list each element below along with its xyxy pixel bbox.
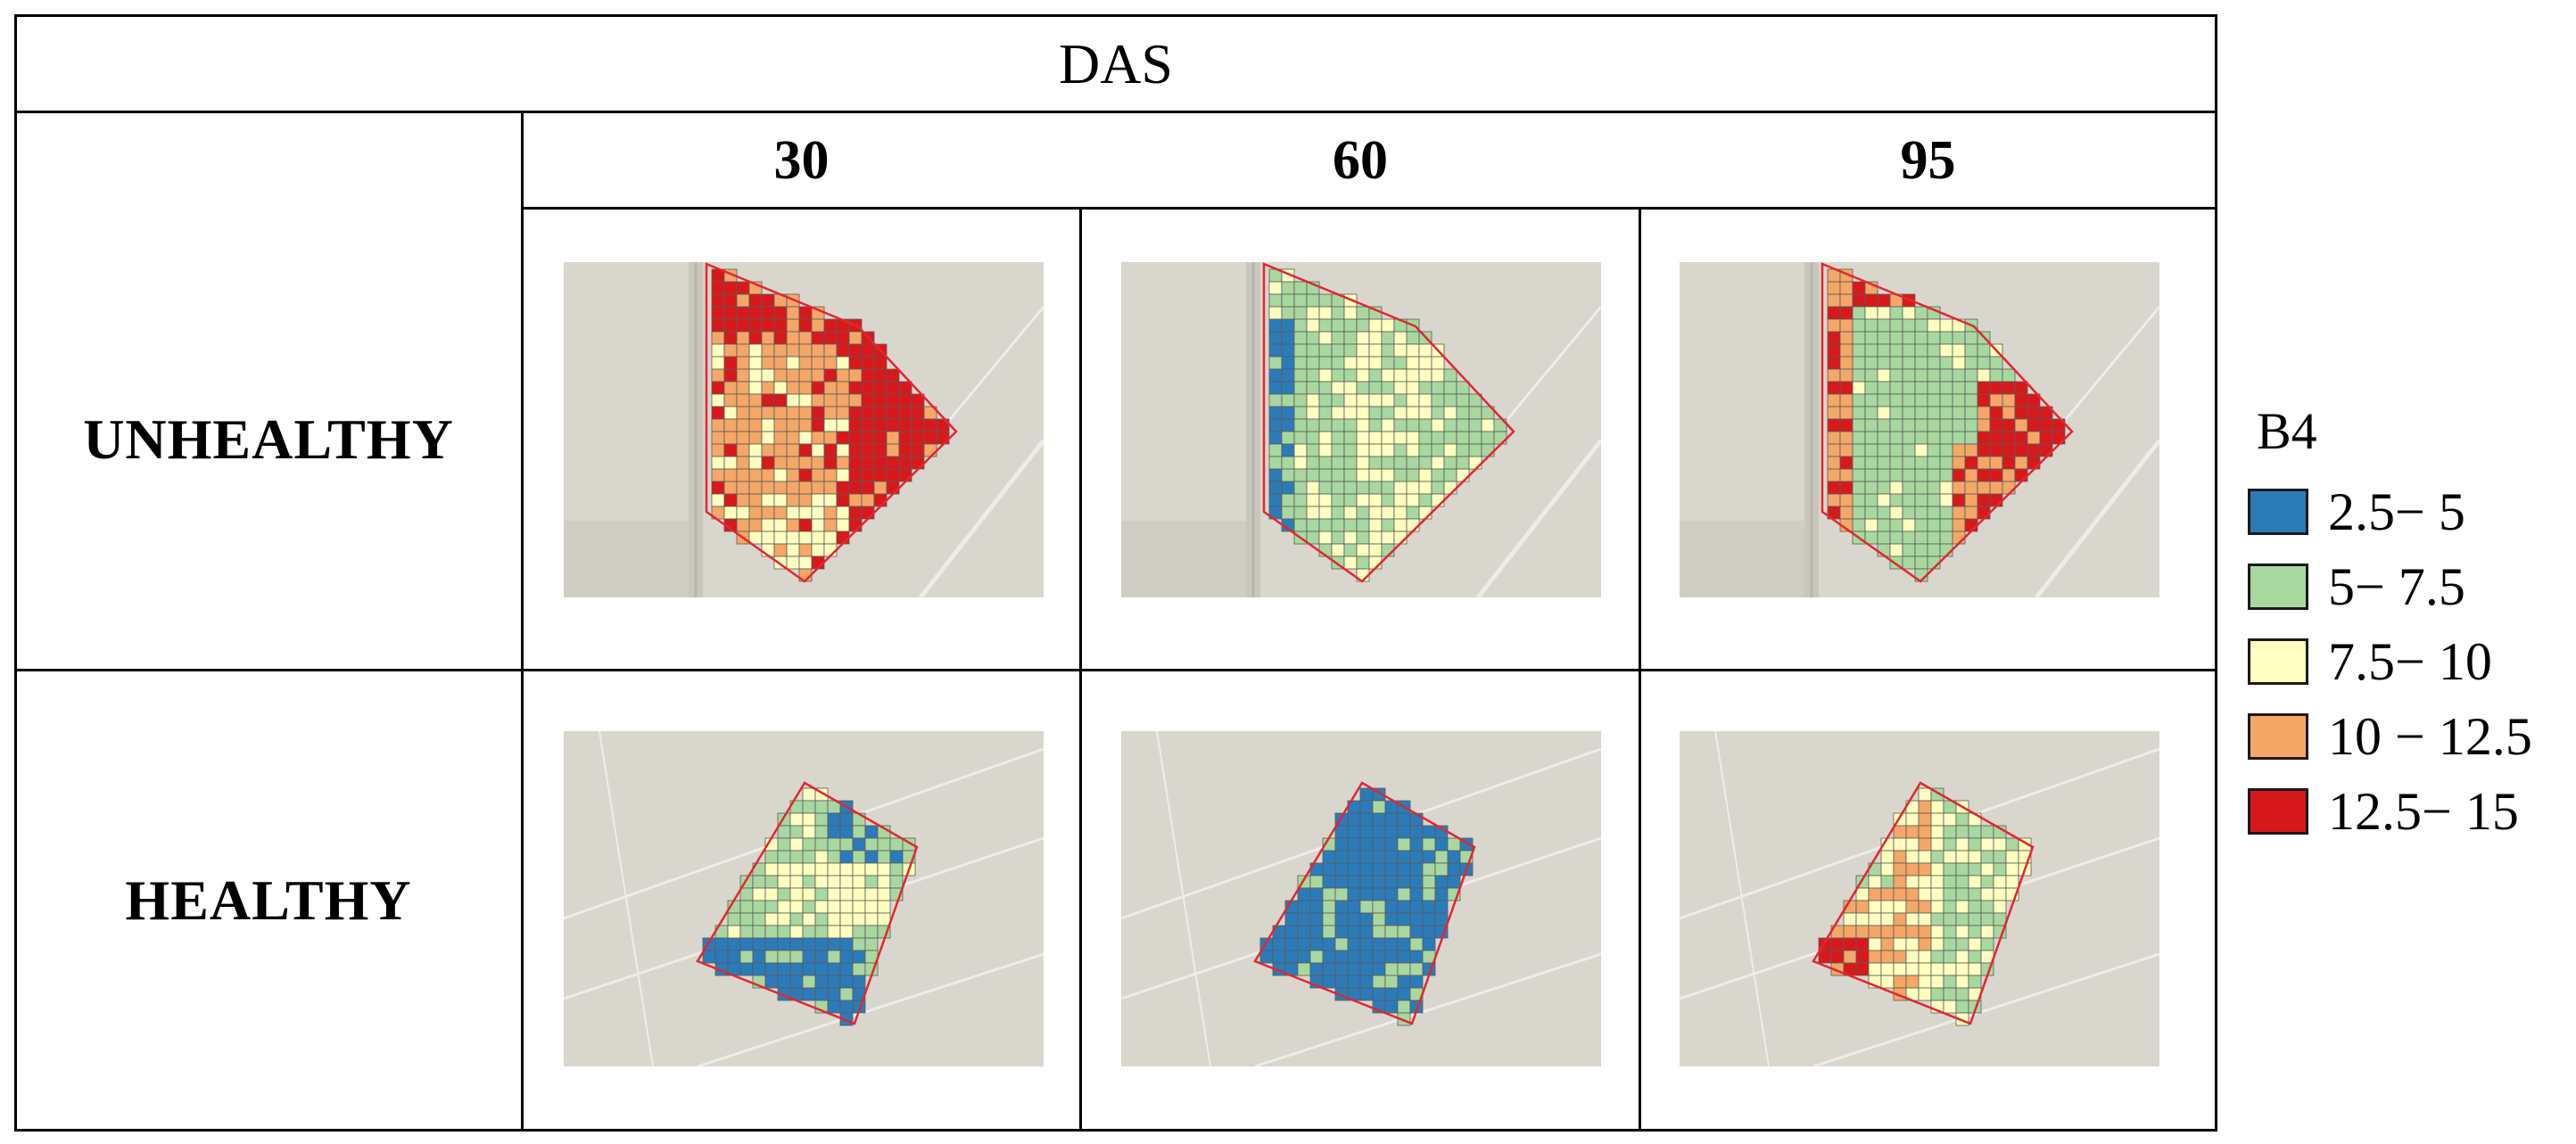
rule-between-col-60-95: [1639, 207, 1641, 1132]
rule-between-col-30-60: [1079, 207, 1082, 1132]
column-header-30: 30: [773, 129, 830, 191]
das-header: DAS: [1058, 32, 1174, 95]
rule-below-das: [14, 111, 2217, 113]
legend-label-2: 5− 7.5: [2328, 556, 2465, 616]
map-unhealthy-30das: [564, 262, 1044, 597]
map-healthy-60das: [1121, 731, 1601, 1066]
column-header-95: 95: [1900, 129, 1956, 191]
legend-swatch-2: [2248, 564, 2308, 610]
rule-after-row-header: [521, 111, 524, 1132]
legend-swatch-4: [2248, 713, 2308, 760]
legend-swatch-1: [2248, 489, 2308, 535]
table-border-bottom: [14, 1129, 2217, 1132]
legend-swatch-3: [2248, 638, 2308, 685]
legend-item-2: 5− 7.5: [2248, 557, 2465, 616]
legend-item-4: 10 − 12.5: [2248, 707, 2532, 766]
rule-below-columns: [521, 207, 2217, 210]
legend-label-3: 7.5− 10: [2328, 631, 2492, 691]
table-border-top: [14, 14, 2217, 17]
legend-label-1: 2.5− 5: [2328, 481, 2465, 541]
legend-label-4: 10 − 12.5: [2328, 706, 2532, 766]
column-header-60: 60: [1333, 129, 1388, 191]
map-unhealthy-60das: [1121, 262, 1601, 597]
map-healthy-95das: [1680, 731, 2159, 1066]
legend-item-3: 7.5− 10: [2248, 632, 2492, 691]
map-unhealthy-95das: [1680, 262, 2159, 597]
legend-swatch-5: [2248, 788, 2308, 835]
map-healthy-30das: [564, 731, 1044, 1066]
row-header-healthy: HEALTHY: [125, 868, 412, 932]
legend-item-5: 12.5− 15: [2248, 782, 2519, 841]
table-border-right: [2215, 14, 2217, 1132]
legend-label-5: 12.5− 15: [2328, 781, 2519, 841]
rule-between-rows: [14, 669, 2217, 671]
legend-title: B4: [2257, 402, 2317, 460]
row-header-unhealthy: UNHEALTHY: [83, 407, 454, 471]
legend-item-1: 2.5− 5: [2248, 482, 2465, 541]
table-border-left: [14, 14, 17, 1132]
